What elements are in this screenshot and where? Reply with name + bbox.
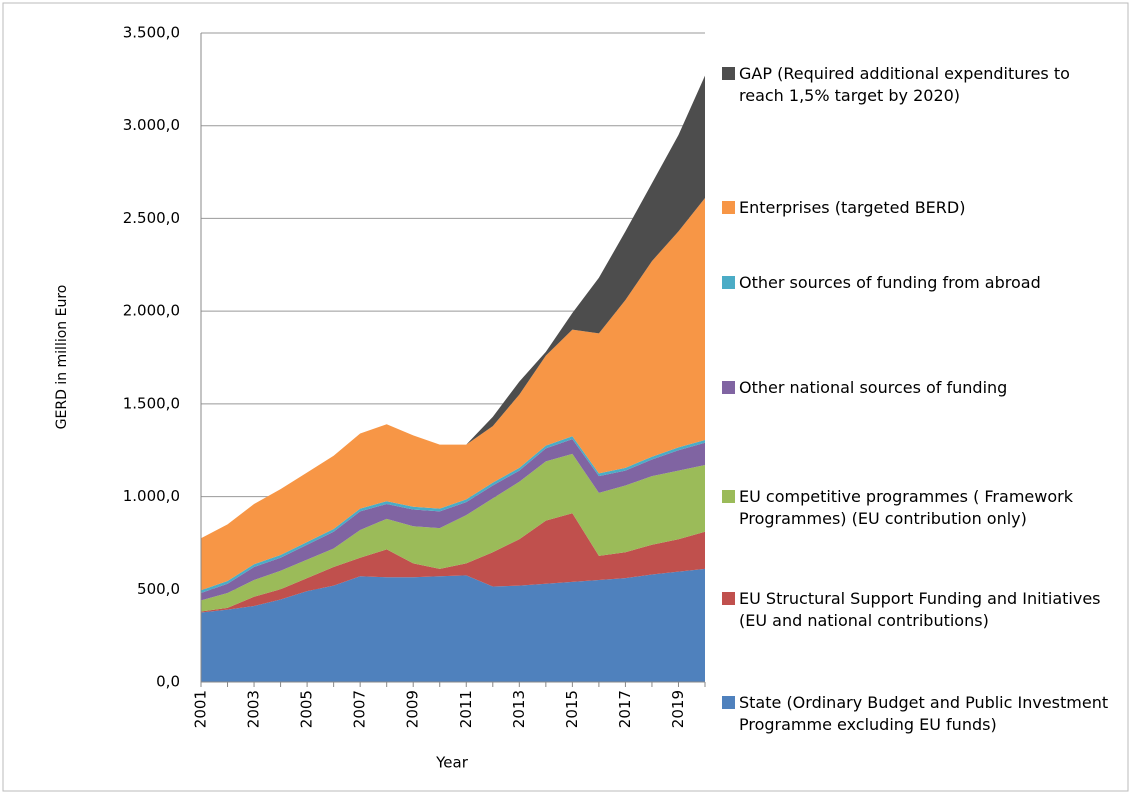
y-tick-label: 3.000,0 [123, 116, 180, 134]
area [201, 568, 705, 682]
y-axis-label: GERD in million Euro [54, 285, 70, 430]
y-tick-label: 0,0 [156, 673, 180, 691]
legend-label: Enterprises (targeted BERD) [739, 198, 966, 217]
x-tick-label: 2019 [669, 690, 687, 728]
area [201, 75, 705, 539]
y-tick-label: 1.000,0 [123, 487, 180, 505]
legend-item: Other sources of funding from abroad [722, 272, 1112, 294]
x-tick-label: 2003 [245, 690, 263, 728]
legend-swatch [722, 381, 735, 394]
x-axis-label: Year [435, 754, 469, 772]
area [201, 513, 705, 613]
y-tick-label: 1.500,0 [123, 394, 180, 412]
x-tick-label: 2015 [563, 690, 581, 728]
legend-item: State (Ordinary Budget and Public Invest… [722, 692, 1112, 736]
legend-label: Other sources of funding from abroad [739, 273, 1041, 292]
area [201, 453, 705, 612]
area [201, 198, 705, 591]
x-tick-label: 2001 [192, 690, 210, 728]
y-tick-label: 500,0 [137, 580, 180, 598]
legend-swatch [722, 490, 735, 503]
legend-item: EU Structural Support Funding and Initia… [722, 588, 1112, 632]
y-tick-label: 3.500,0 [123, 24, 180, 42]
legend-swatch [722, 276, 735, 289]
x-tick-label: 2009 [404, 690, 422, 728]
legend-swatch [722, 592, 735, 605]
area [201, 439, 705, 601]
x-tick-label: 2007 [351, 690, 369, 728]
legend-swatch [722, 67, 735, 80]
legend-label: EU Structural Support Funding and Initia… [739, 589, 1101, 630]
y-tick-label: 2.500,0 [123, 209, 180, 227]
legend-label: EU competitive programmes ( Framework Pr… [739, 487, 1073, 528]
legend-item: GAP (Required additional expenditures to… [722, 63, 1112, 107]
x-tick-label: 2011 [457, 690, 475, 728]
legend-label: State (Ordinary Budget and Public Invest… [739, 693, 1109, 734]
x-tick-label: 2013 [510, 690, 528, 728]
legend-swatch [722, 201, 735, 214]
legend-item: Other national sources of funding [722, 377, 1112, 399]
x-tick-label: 2005 [298, 690, 316, 728]
legend-item: Enterprises (targeted BERD) [722, 197, 1112, 219]
legend-swatch [722, 696, 735, 709]
x-tick-label: 2017 [616, 690, 634, 728]
legend-item: EU competitive programmes ( Framework Pr… [722, 486, 1112, 530]
legend-label: GAP (Required additional expenditures to… [739, 64, 1070, 105]
y-tick-label: 2.000,0 [123, 302, 180, 320]
legend-label: Other national sources of funding [739, 378, 1008, 397]
